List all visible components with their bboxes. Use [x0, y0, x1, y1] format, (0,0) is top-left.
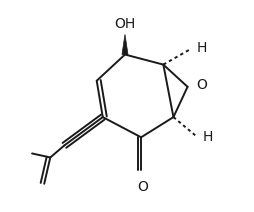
Text: H: H	[203, 130, 213, 144]
Text: H: H	[197, 42, 207, 56]
Polygon shape	[122, 34, 128, 54]
Text: OH: OH	[114, 17, 136, 31]
Text: O: O	[197, 78, 208, 92]
Text: O: O	[138, 180, 149, 194]
